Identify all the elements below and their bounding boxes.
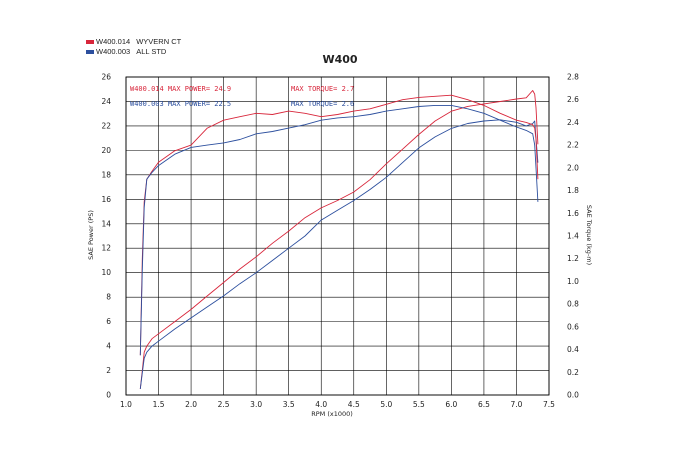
y-tick-label: 4 (106, 342, 111, 351)
y2-tick-label: 0.0 (567, 391, 579, 400)
x-tick-label: 2.0 (185, 400, 197, 409)
series-torque-std (139, 104, 539, 356)
y-tick-label: 18 (101, 170, 111, 179)
y-tick-label: 2 (106, 366, 111, 375)
x-tick-label: 7.5 (543, 400, 555, 409)
annotation-max-torque-wyvern: MAX TORQUE= 2.7 (291, 85, 354, 93)
y-axis-label: SAE Power (PS) (87, 210, 95, 260)
annotation-max-power-std: W400.003 MAX POWER= 22.5 (130, 100, 231, 108)
chart-title: W400 (322, 53, 358, 66)
y-tick-label: 22 (101, 121, 111, 130)
y2-tick-label: 0.6 (567, 322, 579, 331)
x-tick-label: 6.5 (478, 400, 490, 409)
x-axis-label: RPM (x1000) (311, 410, 353, 418)
y2-tick-label: 1.4 (567, 232, 579, 241)
y-tick-label: 12 (101, 244, 111, 253)
annotation-max-power-wyvern: W400.014 MAX POWER= 24.9 (130, 85, 231, 93)
y2-tick-label: 0.4 (567, 345, 579, 354)
plot-frame (125, 76, 550, 396)
legend-code: W400.003 (96, 47, 131, 56)
legend-name: ALL STD (136, 47, 167, 56)
grid (125, 76, 550, 396)
y-tick-label: 14 (101, 219, 111, 228)
x-tick-label: 4.0 (315, 400, 327, 409)
y2-axis-label: SAE Torque (kg-m) (585, 205, 593, 265)
y-tick-label: 10 (101, 268, 111, 277)
x-tick-label: 4.5 (348, 400, 360, 409)
legend: W400.014 WYVERN CT W400.003 ALL STD (86, 37, 181, 57)
x-tick-label: 3.5 (283, 400, 295, 409)
series-power-wyvern (139, 90, 539, 389)
y2-tick-label: 2.0 (567, 163, 579, 172)
legend-swatch-red (86, 40, 94, 44)
y2-tick-label: 2.8 (567, 73, 579, 82)
tick-labels: 1.0 1.5 2.0 2.5 3.0 3.5 4.0 4.5 5.0 5.5 6.0 6.5 7.0 7… (101, 73, 579, 410)
x-tick-label: 3.0 (250, 400, 262, 409)
series-lines (139, 90, 539, 389)
y-tick-label: 8 (106, 293, 111, 302)
y2-tick-label: 0.8 (567, 300, 579, 309)
x-tick-label: 5.5 (413, 400, 425, 409)
y-tick-label: 20 (101, 146, 111, 155)
annotation-max-torque-std: MAX TORQUE= 2.6 (291, 100, 354, 108)
y-tick-label: 24 (101, 97, 111, 106)
x-tick-label: 5.0 (380, 400, 392, 409)
legend-swatch-blue (86, 50, 94, 54)
y2-tick-label: 1.6 (567, 209, 579, 218)
y2-tick-label: 2.6 (567, 95, 579, 104)
y-tick-label: 6 (106, 317, 111, 326)
legend-name: WYVERN CT (136, 37, 182, 46)
x-tick-label: 6.0 (445, 400, 457, 409)
series-power-std (139, 119, 539, 389)
y2-tick-label: 1.8 (567, 186, 579, 195)
y2-tick-label: 1.2 (567, 254, 579, 263)
annotations: W400.014 MAX POWER= 24.9 W400.003 MAX POW… (130, 85, 354, 108)
x-tick-label: 7.0 (510, 400, 522, 409)
legend-item: W400.014 WYVERN CT (86, 37, 181, 47)
y-tick-label: 26 (101, 73, 111, 82)
y-tick-label: 0 (106, 391, 111, 400)
x-tick-label: 1.5 (153, 400, 165, 409)
series-torque-wyvern (139, 94, 539, 356)
y2-tick-label: 0.2 (567, 368, 579, 377)
x-tick-label: 2.5 (218, 400, 230, 409)
legend-code: W400.014 (96, 37, 131, 46)
x-tick-label: 1.0 (120, 400, 132, 409)
y2-tick-label: 2.4 (567, 118, 579, 127)
legend-item: W400.003 ALL STD (86, 47, 181, 57)
y2-tick-label: 2.2 (567, 141, 579, 150)
y-tick-label: 16 (101, 195, 111, 204)
y2-tick-label: 1.0 (567, 277, 579, 286)
